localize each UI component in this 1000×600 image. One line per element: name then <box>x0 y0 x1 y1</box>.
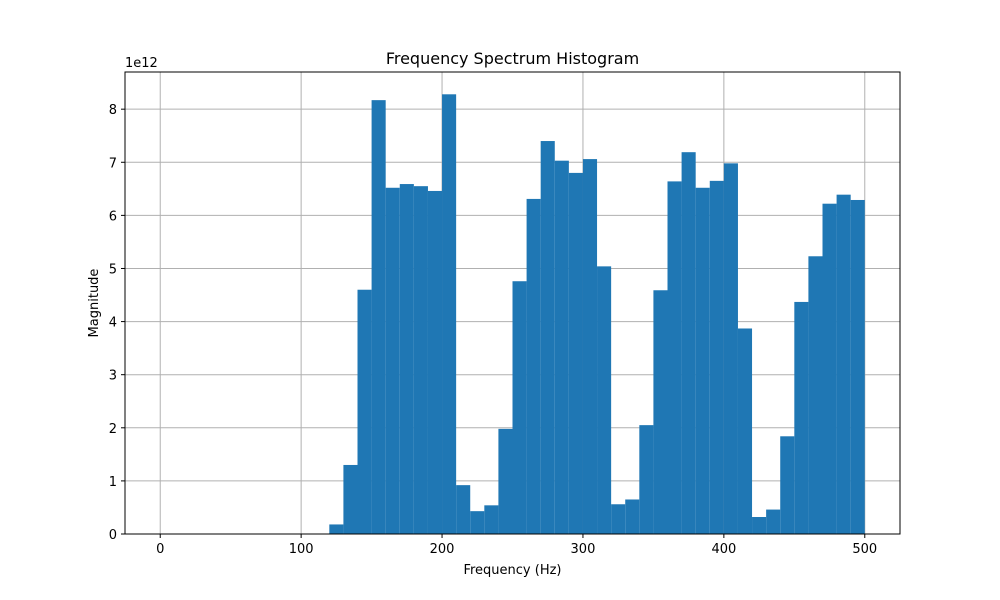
y-tick-label: 4 <box>109 316 117 331</box>
histogram-bar <box>653 290 668 534</box>
x-tick-label: 0 <box>156 542 164 557</box>
y-tick-label: 3 <box>109 369 117 384</box>
histogram-bar <box>413 186 428 534</box>
histogram-bar <box>442 94 457 534</box>
histogram-bar <box>723 163 738 534</box>
histogram-bar <box>484 505 499 534</box>
x-axis-label: Frequency (Hz) <box>463 563 561 578</box>
histogram-bar <box>568 172 583 534</box>
histogram-bar <box>667 181 682 534</box>
x-tick-label: 100 <box>289 542 314 557</box>
histogram-bar <box>512 281 527 534</box>
histogram-bar <box>808 256 823 534</box>
histogram-bar <box>526 198 541 534</box>
y-tick-label: 1 <box>109 475 117 490</box>
x-tick-label: 200 <box>430 542 455 557</box>
y-tick-label: 2 <box>109 422 117 437</box>
histogram-bar <box>582 159 598 534</box>
histogram-bar <box>766 509 781 534</box>
histogram-bar <box>456 485 471 534</box>
histogram-bar <box>540 141 555 534</box>
histogram-bar <box>498 428 513 534</box>
histogram-bar <box>794 301 809 534</box>
histogram-bar <box>850 199 865 534</box>
histogram-bar <box>371 100 386 534</box>
axis-ticks: 0 100 200 300 400 500 0 1 2 3 4 5 6 7 8 <box>109 103 877 557</box>
histogram-bar <box>822 203 837 535</box>
histogram-bar <box>470 511 485 534</box>
histogram-bar <box>385 187 400 535</box>
histogram-bar <box>625 499 640 534</box>
histogram-bar <box>681 152 696 534</box>
x-tick-label: 500 <box>852 542 877 557</box>
histogram-bar <box>695 187 710 535</box>
y-tick-label: 0 <box>109 528 117 543</box>
histogram-bar <box>709 180 724 535</box>
x-tick-label: 400 <box>711 542 736 557</box>
y-tick-label: 7 <box>109 156 117 171</box>
x-tick-label: 300 <box>571 542 596 557</box>
plot-frame <box>124 71 901 535</box>
histogram-bar <box>554 160 569 535</box>
histogram-bar <box>427 190 443 534</box>
histogram-bar <box>752 517 767 534</box>
histogram-bar <box>836 194 851 535</box>
histogram-bar <box>780 436 795 534</box>
histogram-bar <box>597 266 612 534</box>
histogram-bar <box>399 184 414 534</box>
chart-title: Frequency Spectrum Histogram <box>386 49 639 68</box>
histogram-bar <box>329 524 344 534</box>
y-axis-label: Magnitude <box>87 269 102 338</box>
histogram-bar <box>611 504 626 534</box>
histogram-bar <box>737 328 753 534</box>
histogram-bar <box>639 425 654 534</box>
histogram-bar <box>357 289 372 534</box>
y-axis-offset-label: 1e12 <box>125 56 158 71</box>
histogram-bars <box>329 94 865 535</box>
histogram-bar <box>343 464 358 534</box>
y-tick-label: 8 <box>109 103 117 118</box>
y-tick-label: 5 <box>109 262 117 277</box>
y-tick-label: 6 <box>109 209 117 224</box>
